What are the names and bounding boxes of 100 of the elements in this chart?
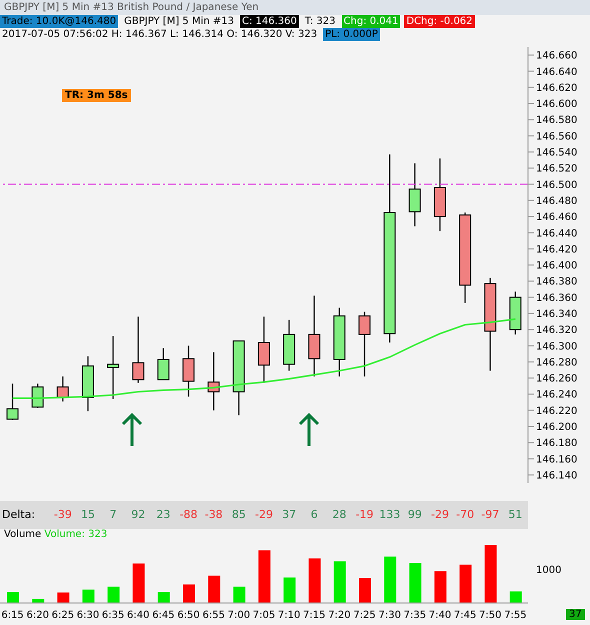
bar	[334, 561, 346, 603]
x-tick-label: 7:30	[378, 610, 401, 622]
text: C: 146.360	[240, 15, 299, 28]
candlestick	[408, 162, 421, 227]
x-tick-label: 6:35	[102, 610, 124, 622]
bar	[108, 586, 120, 603]
y-tick-label: 146.600	[536, 99, 578, 110]
x-tick-label: 6:15	[1, 610, 24, 622]
y-tick-label: 146.320	[536, 325, 578, 336]
text: GBPJPY [M] 5 Min #13	[123, 15, 235, 28]
x-tick-label: 7:40	[428, 610, 452, 622]
y-tick-label: 146.380	[536, 276, 578, 288]
x-tick-label: 7:00	[228, 610, 250, 622]
data-label: 15	[80, 508, 96, 521]
bar	[233, 586, 246, 603]
y-tick-label: 146.160	[536, 454, 578, 466]
candlestick	[32, 383, 44, 409]
bar	[183, 584, 195, 603]
text: 2017-07-05 07:56:02 H: 146.367 L: 146.314 O: 146.320 V: 323	[1, 28, 318, 41]
bar	[284, 577, 296, 603]
text: Chg: 0.041	[342, 15, 400, 28]
data-label: 133	[378, 508, 402, 521]
data-label: 85	[230, 508, 247, 521]
data-label: -39	[52, 508, 73, 521]
y-tick-label: 146.580	[536, 115, 578, 126]
x-tick-label: 7:50	[479, 610, 502, 622]
data-label: 51	[507, 508, 524, 521]
y-tick-label: 146.360	[536, 292, 578, 304]
y-tick-label: 146.280	[536, 357, 578, 368]
bar	[384, 556, 396, 603]
bar	[409, 562, 422, 603]
text: Volume: 323	[44, 529, 108, 540]
candlestick	[258, 316, 270, 384]
y-tick-label: 146.480	[536, 196, 578, 207]
data-label: 92	[130, 508, 146, 521]
data-label: -19	[354, 508, 375, 521]
bar	[258, 550, 270, 603]
candlestick	[107, 335, 120, 400]
y-tick-label: 146.140	[536, 470, 578, 482]
text: 1000	[536, 565, 562, 576]
text: PL: 0.000P	[323, 28, 380, 41]
x-tick-label: 7:05	[252, 610, 276, 622]
data-label: 6	[310, 508, 319, 521]
bar	[208, 576, 220, 603]
x-tick-label: 7:20	[328, 610, 351, 622]
x-tick-label: 6:25	[52, 610, 74, 622]
x-tick-label: 6:20	[26, 610, 49, 622]
x-tick-label: 7:25	[353, 610, 376, 622]
bar	[82, 590, 94, 603]
x-tick-label: 7:35	[404, 610, 426, 622]
bar	[132, 564, 145, 603]
x-tick-label: 6:50	[177, 610, 200, 622]
bar	[460, 564, 472, 603]
bar	[510, 591, 522, 603]
bar	[359, 578, 371, 603]
y-tick-label: 146.340	[536, 308, 578, 320]
data-label: -38	[204, 508, 224, 521]
data-label: 23	[155, 508, 172, 521]
y-tick-label: 146.520	[536, 164, 578, 175]
y-tick-label: 146.620	[536, 82, 578, 94]
x-tick-label: 6:30	[76, 610, 100, 622]
data-label: -70	[455, 508, 476, 521]
text: Delta:	[2, 508, 36, 521]
data-label: -97	[480, 508, 500, 521]
x-tick-label: 7:45	[454, 610, 476, 622]
bar	[7, 592, 19, 603]
data-label: 7	[108, 508, 118, 521]
data-label: 28	[331, 508, 348, 521]
x-tick-label: 6:40	[127, 610, 150, 622]
x-tick-label: 7:15	[303, 610, 326, 622]
data-label: 99	[406, 508, 423, 521]
x-tick-label: 7:10	[278, 610, 300, 622]
x-tick-label: 6:55	[202, 610, 225, 622]
y-tick-label: 146.440	[536, 228, 578, 240]
x-tick-label: 6:45	[152, 610, 175, 622]
chart-title: GBPJPY [M] 5 Min #13 British Pound / Japanese Yen	[0, 0, 590, 15]
y-tick-label: 146.180	[536, 438, 578, 450]
candlestick	[358, 311, 371, 378]
candlestick	[182, 345, 195, 398]
text: Trade: 10.0K@146.480	[0, 15, 118, 28]
y-tick-label: 146.300	[536, 341, 578, 352]
candlestick	[6, 383, 19, 421]
bar	[434, 571, 446, 603]
y-tick-label: 146.240	[536, 390, 578, 401]
data-label: -88	[178, 508, 199, 521]
y-tick-label: 146.500	[536, 180, 578, 191]
y-tick-label: 146.220	[536, 406, 578, 417]
data-label: -29	[430, 508, 450, 521]
text: 37	[566, 609, 585, 620]
bar	[484, 545, 497, 603]
bar	[158, 592, 170, 603]
bar	[57, 592, 70, 603]
y-tick-label: 146.400	[536, 260, 578, 272]
text: T: 323	[304, 15, 337, 28]
candlestick	[157, 348, 170, 380]
data-label: -29	[254, 508, 274, 521]
y-tick-label: 146.640	[536, 66, 578, 78]
candlestick	[132, 316, 144, 384]
y-tick-label: 146.540	[536, 148, 578, 159]
y-tick-label: 146.560	[536, 131, 578, 142]
